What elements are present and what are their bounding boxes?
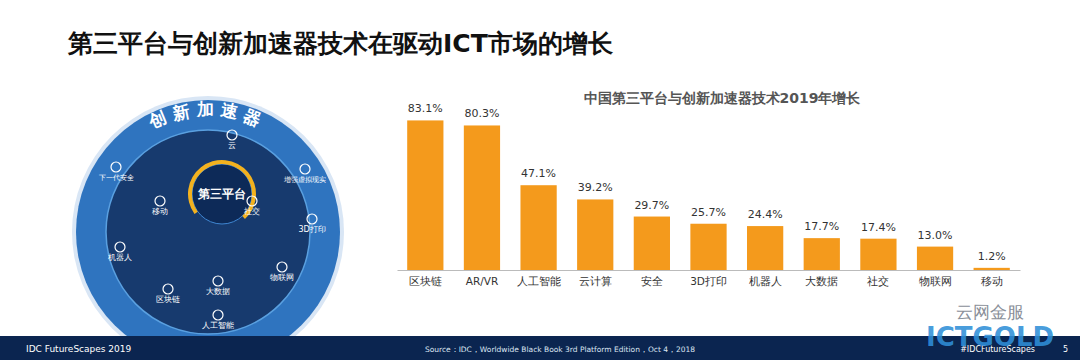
x-tick-label: 人工智能	[517, 275, 561, 287]
x-axis-line	[398, 270, 1021, 271]
item-icon	[163, 284, 173, 294]
item-label: 社交	[244, 207, 260, 216]
diagram-ring	[76, 100, 340, 360]
bar	[804, 238, 840, 270]
x-tick: 社交	[867, 270, 889, 287]
item-label: 增强虚拟现实	[283, 176, 326, 184]
item-label: 物联网	[270, 273, 294, 282]
x-tick-label: 物联网	[919, 275, 952, 287]
diagram: 创新加速器第三平台 云增强虚拟现实社交 3D打印物联网人工智能 大数据区块链 机器人 移动…	[72, 96, 344, 360]
x-tick: 移动	[981, 270, 1003, 287]
chart-title: 中国第三平台与创新加速器技术2019年增长	[584, 90, 862, 106]
item-icon	[247, 196, 257, 206]
data-label: 13.0%	[918, 229, 953, 242]
x-axis: 区块链 AR/VR 人工智能 云计算 安全 3D打印 机器人 大数据 社交 物联网 移动	[398, 270, 1021, 287]
center-disc	[192, 164, 252, 224]
x-tick: 大数据	[805, 270, 838, 287]
center-label: 第三平台	[197, 187, 246, 201]
x-tick: 3D打印	[690, 270, 727, 287]
x-tick: 人工智能	[517, 270, 561, 287]
item-icon	[300, 164, 310, 174]
footer-source: Source：IDC，Worldwide Black Book 3rd Plat…	[425, 345, 695, 354]
diagram-halo	[72, 96, 344, 360]
item-icon	[115, 242, 125, 252]
item-label: 云	[228, 141, 236, 150]
ring-title: 创新加速器	[145, 99, 269, 132]
data-label: 17.7%	[804, 220, 839, 233]
bar	[407, 120, 443, 270]
item-label: 大数据	[206, 287, 230, 296]
footer-left: IDC FutureScapes 2019	[26, 344, 132, 354]
item-icon	[277, 262, 287, 272]
item-label: 移动	[152, 207, 168, 216]
data-labels: 83.1% 80.3% 47.1% 39.2% 29.7% 25.7% 24.4% 17.7%…	[408, 102, 1006, 262]
x-tick-label: 区块链	[409, 275, 442, 287]
x-tick-label: 社交	[867, 275, 889, 287]
bar	[577, 199, 613, 270]
item-label: 下一代安全	[99, 174, 134, 182]
item-icon	[213, 276, 223, 286]
x-tick: AR/VR	[466, 270, 499, 287]
item-icon	[213, 310, 223, 320]
bar	[690, 224, 726, 270]
data-label: 25.7%	[691, 206, 726, 219]
item-icon	[155, 196, 165, 206]
bar	[860, 239, 896, 270]
item-label: 3D打印	[298, 225, 325, 234]
x-tick-label: 机器人	[749, 275, 782, 287]
footer-band	[0, 336, 1080, 360]
slide: 第三平台与创新加速器技术在驱动ICT市场的增长创新加速器第三平台 云增强虚拟现实社…	[0, 0, 1080, 360]
item-label: 区块链	[156, 295, 180, 304]
bar	[464, 125, 500, 270]
item-icon	[227, 130, 237, 140]
bars	[407, 120, 1010, 270]
footer-page: 5	[1063, 345, 1068, 354]
x-tick-label: 安全	[641, 275, 663, 287]
data-label: 1.2%	[978, 250, 1006, 263]
watermark-cn: 云网金服	[956, 302, 1024, 322]
x-tick-label: 大数据	[805, 275, 838, 287]
data-label: 24.4%	[748, 208, 783, 221]
x-tick: 云计算	[579, 270, 612, 287]
x-tick-label: 云计算	[579, 275, 612, 287]
bar	[634, 217, 670, 270]
bar	[520, 185, 556, 270]
x-tick: 机器人	[749, 270, 782, 287]
x-tick: 区块链	[409, 270, 442, 287]
bar	[747, 226, 783, 270]
bar	[974, 268, 1010, 270]
data-label: 29.7%	[634, 199, 669, 212]
item-label: 人工智能	[202, 321, 234, 330]
item-icon	[111, 162, 121, 172]
data-label: 80.3%	[464, 107, 499, 120]
x-tick-label: 3D打印	[690, 275, 727, 287]
ring-title-path: 创新加速器	[145, 99, 269, 132]
background	[0, 0, 1080, 360]
x-tick: 物联网	[919, 270, 952, 287]
bar	[917, 247, 953, 270]
data-label: 47.1%	[521, 167, 556, 180]
diagram-inner	[106, 130, 310, 334]
slide-title: 第三平台与创新加速器技术在驱动ICT市场的增长	[67, 29, 613, 58]
data-label: 17.4%	[861, 221, 896, 234]
data-label: 83.1%	[408, 102, 443, 115]
x-tick: 安全	[641, 270, 663, 287]
item-label: 机器人	[108, 253, 132, 262]
x-tick-label: 移动	[981, 275, 1003, 287]
watermark: 云网金服ICTGOLD	[926, 302, 1054, 352]
x-tick-label: AR/VR	[466, 275, 499, 287]
footer: IDC FutureScapes 2019 Source：IDC，Worldwid…	[0, 336, 1080, 360]
watermark-en: ICTGOLD	[926, 322, 1054, 352]
item-icon	[307, 214, 317, 224]
data-label: 39.2%	[578, 181, 613, 194]
